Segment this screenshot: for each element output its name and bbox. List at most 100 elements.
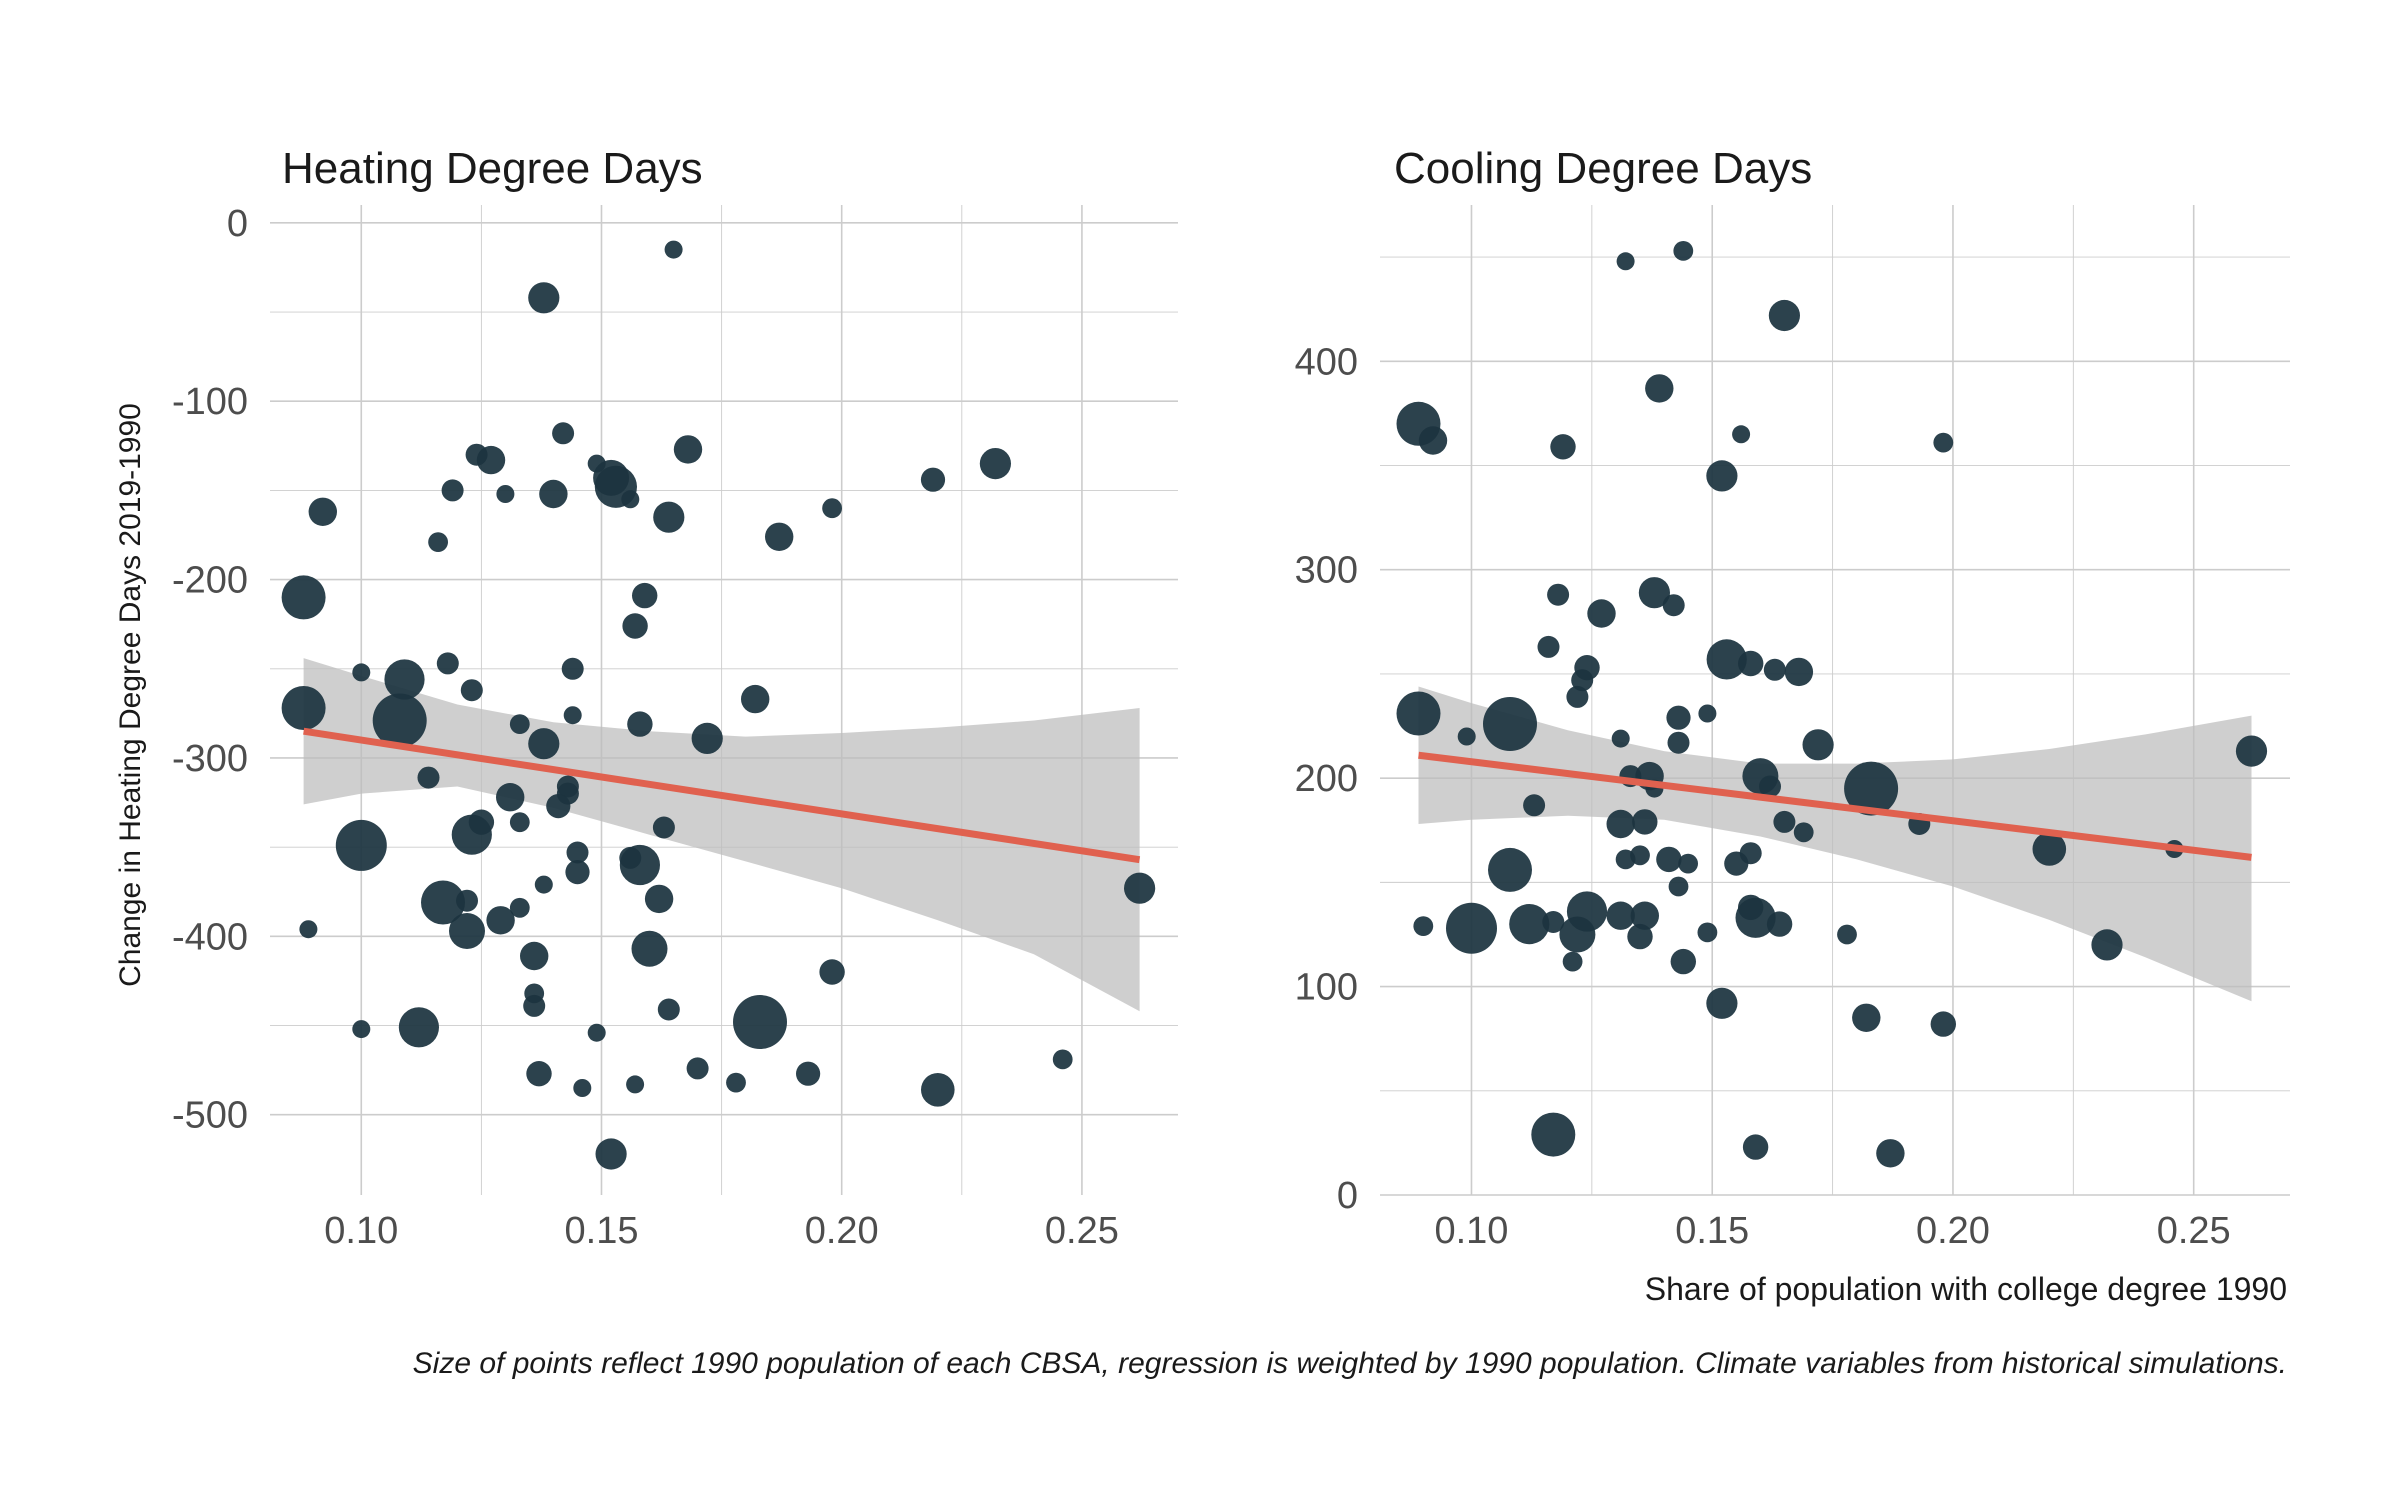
scatter-point [1759, 775, 1781, 798]
scatter-point [819, 959, 845, 985]
scatter-point [496, 485, 515, 503]
scatter-point [1784, 657, 1814, 687]
scatter-point [528, 282, 560, 314]
scatter-point [1542, 911, 1565, 933]
scatter-point [1933, 432, 1954, 453]
panel-cooling: 0.10 0.15 0.20 0.25 0 100 200 300 400 Cooling Deg… [1295, 144, 2290, 1307]
scatter-point [1523, 794, 1546, 817]
scatter-point [1802, 729, 1834, 761]
scatter-point [1738, 650, 1764, 677]
scatter-point [1667, 731, 1690, 754]
x-tick-label: 0.15 [565, 1210, 639, 1252]
scatter-point [1763, 658, 1786, 681]
scatter-point [1678, 853, 1698, 874]
scatter-point [1768, 299, 1800, 332]
scatter-point [1446, 902, 1497, 954]
scatter-point [1837, 924, 1857, 945]
panel-title: Cooling Degree Days [1394, 144, 1812, 193]
scatter-point [565, 860, 590, 885]
scatter-point [281, 575, 326, 620]
scatter-point [1616, 252, 1635, 271]
y-tick-label: -400 [172, 916, 248, 958]
scatter-point [1793, 822, 1814, 843]
scatter-point [627, 711, 653, 737]
scatter-point [486, 906, 515, 935]
scatter-point [281, 686, 326, 730]
scatter-point [1483, 697, 1537, 751]
scatter-point [1396, 691, 1441, 736]
scatter-point [733, 995, 787, 1049]
scatter-point [1562, 951, 1583, 972]
scatter-point [476, 445, 506, 475]
confidence-band [1418, 686, 2252, 1002]
scatter-point [428, 532, 448, 552]
scatter-point [1413, 916, 1434, 936]
scatter-point [979, 448, 1012, 480]
y-tick-label: 300 [1295, 550, 1358, 592]
scatter-point [1606, 901, 1635, 930]
scatter-point [1587, 599, 1616, 628]
scatter-point [2032, 832, 2067, 866]
scatter-point [1732, 425, 1751, 444]
scatter-point [1656, 846, 1682, 873]
scatter-point [921, 1073, 955, 1107]
scatter-point [566, 841, 589, 864]
scatter-point [1724, 851, 1749, 876]
scatter-points [281, 240, 1156, 1170]
y-tick-label: 0 [1337, 1175, 1358, 1217]
scatter-point [552, 422, 575, 445]
scatter-point [1457, 727, 1476, 746]
scatter-point [1509, 904, 1550, 945]
scatter-point [436, 652, 459, 675]
scatter-point [441, 479, 464, 502]
scatter-point [509, 714, 530, 734]
scatter-point [1844, 761, 1899, 816]
scatter-point [652, 816, 675, 839]
panel-heating: 0.10 0.15 0.20 0.25 0 -100 -200 -300 -400 -500 Hea… [114, 144, 1178, 1252]
scatter-point [299, 920, 318, 939]
scatter-point [621, 490, 640, 509]
scatter-point [563, 706, 582, 725]
scatter-point [691, 722, 723, 755]
y-tick-label: -500 [172, 1095, 248, 1137]
y-tick-label: 400 [1295, 341, 1358, 383]
scatter-point [1697, 922, 1718, 943]
scatter-point [352, 663, 371, 682]
scatter-point [1668, 876, 1689, 897]
scatter-point [520, 941, 549, 971]
scatter-point [1698, 704, 1717, 723]
scatter-point [1662, 594, 1685, 617]
scatter-point [1611, 729, 1630, 748]
scatter-point [1418, 426, 1448, 455]
scatter-point [2235, 735, 2268, 767]
scatter-point [1559, 916, 1596, 953]
scatter-point [686, 1057, 709, 1080]
scatter-point [626, 1075, 645, 1094]
scatter-point [509, 812, 530, 833]
scatter-point [644, 884, 674, 914]
scatter-point [1645, 374, 1674, 403]
scatter-point [595, 1138, 627, 1170]
scatter-point [539, 479, 568, 509]
scatter-point [1930, 1011, 1957, 1037]
scatter-point [1566, 685, 1589, 708]
confidence-band [303, 658, 1140, 1012]
scatter-point [451, 814, 492, 855]
scatter-point [372, 693, 427, 748]
regression-line [303, 727, 1141, 864]
scatter-point [335, 819, 387, 871]
scatter-point [1630, 901, 1660, 930]
scatter-point [622, 613, 648, 639]
figure-caption: Size of points reflect 1990 population o… [413, 1347, 2287, 1380]
scatter-point [398, 1007, 439, 1048]
scatter-point [1638, 577, 1670, 609]
y-tick-label: -100 [172, 381, 248, 423]
scatter-point [1673, 241, 1694, 261]
scatter-point [573, 1079, 592, 1097]
scatter-point [1742, 1134, 1769, 1160]
scatter-point [1876, 1139, 1905, 1168]
x-tick-label: 0.25 [1045, 1210, 1119, 1252]
scatter-point [534, 875, 553, 894]
y-tick-label: 200 [1295, 758, 1358, 800]
